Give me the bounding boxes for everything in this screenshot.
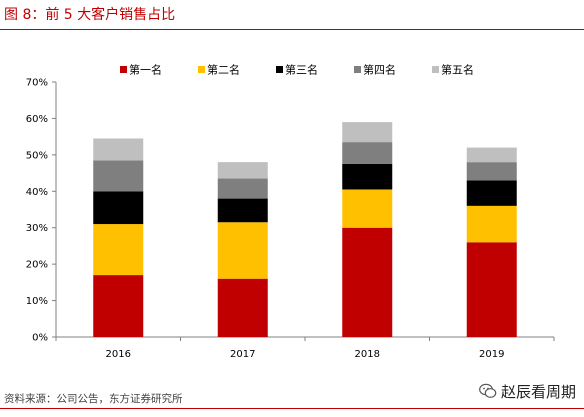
bar-segment-2017-4 bbox=[217, 178, 268, 199]
bar-segment-2018-4 bbox=[342, 142, 393, 164]
y-tick-label: 20% bbox=[26, 260, 48, 271]
legend-swatch bbox=[432, 66, 439, 73]
legend-swatch bbox=[276, 66, 283, 73]
legend-label: 第一名 bbox=[129, 63, 162, 77]
bar-segment-2018-2 bbox=[342, 189, 393, 228]
bar-segment-2019-1 bbox=[466, 242, 517, 337]
y-tick-label: 70% bbox=[26, 78, 48, 89]
y-tick-label: 0% bbox=[32, 333, 48, 344]
bar-segment-2019-4 bbox=[466, 162, 517, 181]
legend-swatch bbox=[120, 66, 127, 73]
bar-segment-2017-5 bbox=[217, 162, 268, 179]
bar-segment-2017-3 bbox=[217, 198, 268, 223]
x-tick-label: 2016 bbox=[106, 349, 131, 360]
y-tick-label: 30% bbox=[26, 223, 48, 234]
bar-segment-2016-5 bbox=[93, 138, 144, 161]
y-tick-label: 10% bbox=[26, 296, 48, 307]
x-tick-label: 2018 bbox=[355, 349, 380, 360]
legend-label: 第四名 bbox=[363, 63, 396, 77]
bar-segment-2019-5 bbox=[466, 147, 517, 163]
legend-label: 第五名 bbox=[441, 63, 474, 77]
watermark-text: 赵辰看周期 bbox=[500, 382, 576, 401]
x-tick-label: 2019 bbox=[479, 349, 504, 360]
bar-segment-2018-5 bbox=[342, 122, 393, 143]
bar-segment-2017-2 bbox=[217, 222, 268, 279]
bar-segment-2016-1 bbox=[93, 275, 144, 337]
bar-segment-2016-4 bbox=[93, 160, 144, 192]
legend-swatch bbox=[198, 66, 205, 73]
legend-label: 第二名 bbox=[207, 63, 240, 77]
stacked-bar-chart: 0% 10% 20% 30% 40% 50% 60% 70% 2016 2017 2018 2019 第… bbox=[26, 63, 555, 360]
source-note: 资料来源：公司公告，东方证券研究所 bbox=[4, 393, 183, 405]
wechat-icon bbox=[479, 383, 497, 398]
bar-segment-2018-1 bbox=[342, 227, 393, 337]
bottom-divider bbox=[0, 408, 584, 409]
bar-segment-2019-3 bbox=[466, 180, 517, 206]
legend-label: 第三名 bbox=[285, 63, 318, 77]
watermark: 赵辰看周期 bbox=[479, 380, 576, 402]
figure-title: 图 8：前 5 大客户销售占比 bbox=[4, 7, 176, 23]
title-divider bbox=[0, 29, 584, 30]
bar-segment-2016-3 bbox=[93, 191, 144, 225]
y-tick-label: 40% bbox=[26, 187, 48, 198]
y-tick-label: 50% bbox=[26, 150, 48, 161]
y-tick-label: 60% bbox=[26, 114, 48, 125]
x-tick-label: 2017 bbox=[230, 349, 255, 360]
bar-segment-2019-2 bbox=[466, 205, 517, 243]
bar-segment-2016-2 bbox=[93, 224, 144, 276]
bar-segment-2018-3 bbox=[342, 163, 393, 190]
legend-swatch bbox=[354, 66, 361, 73]
bar-segment-2017-1 bbox=[217, 278, 268, 337]
